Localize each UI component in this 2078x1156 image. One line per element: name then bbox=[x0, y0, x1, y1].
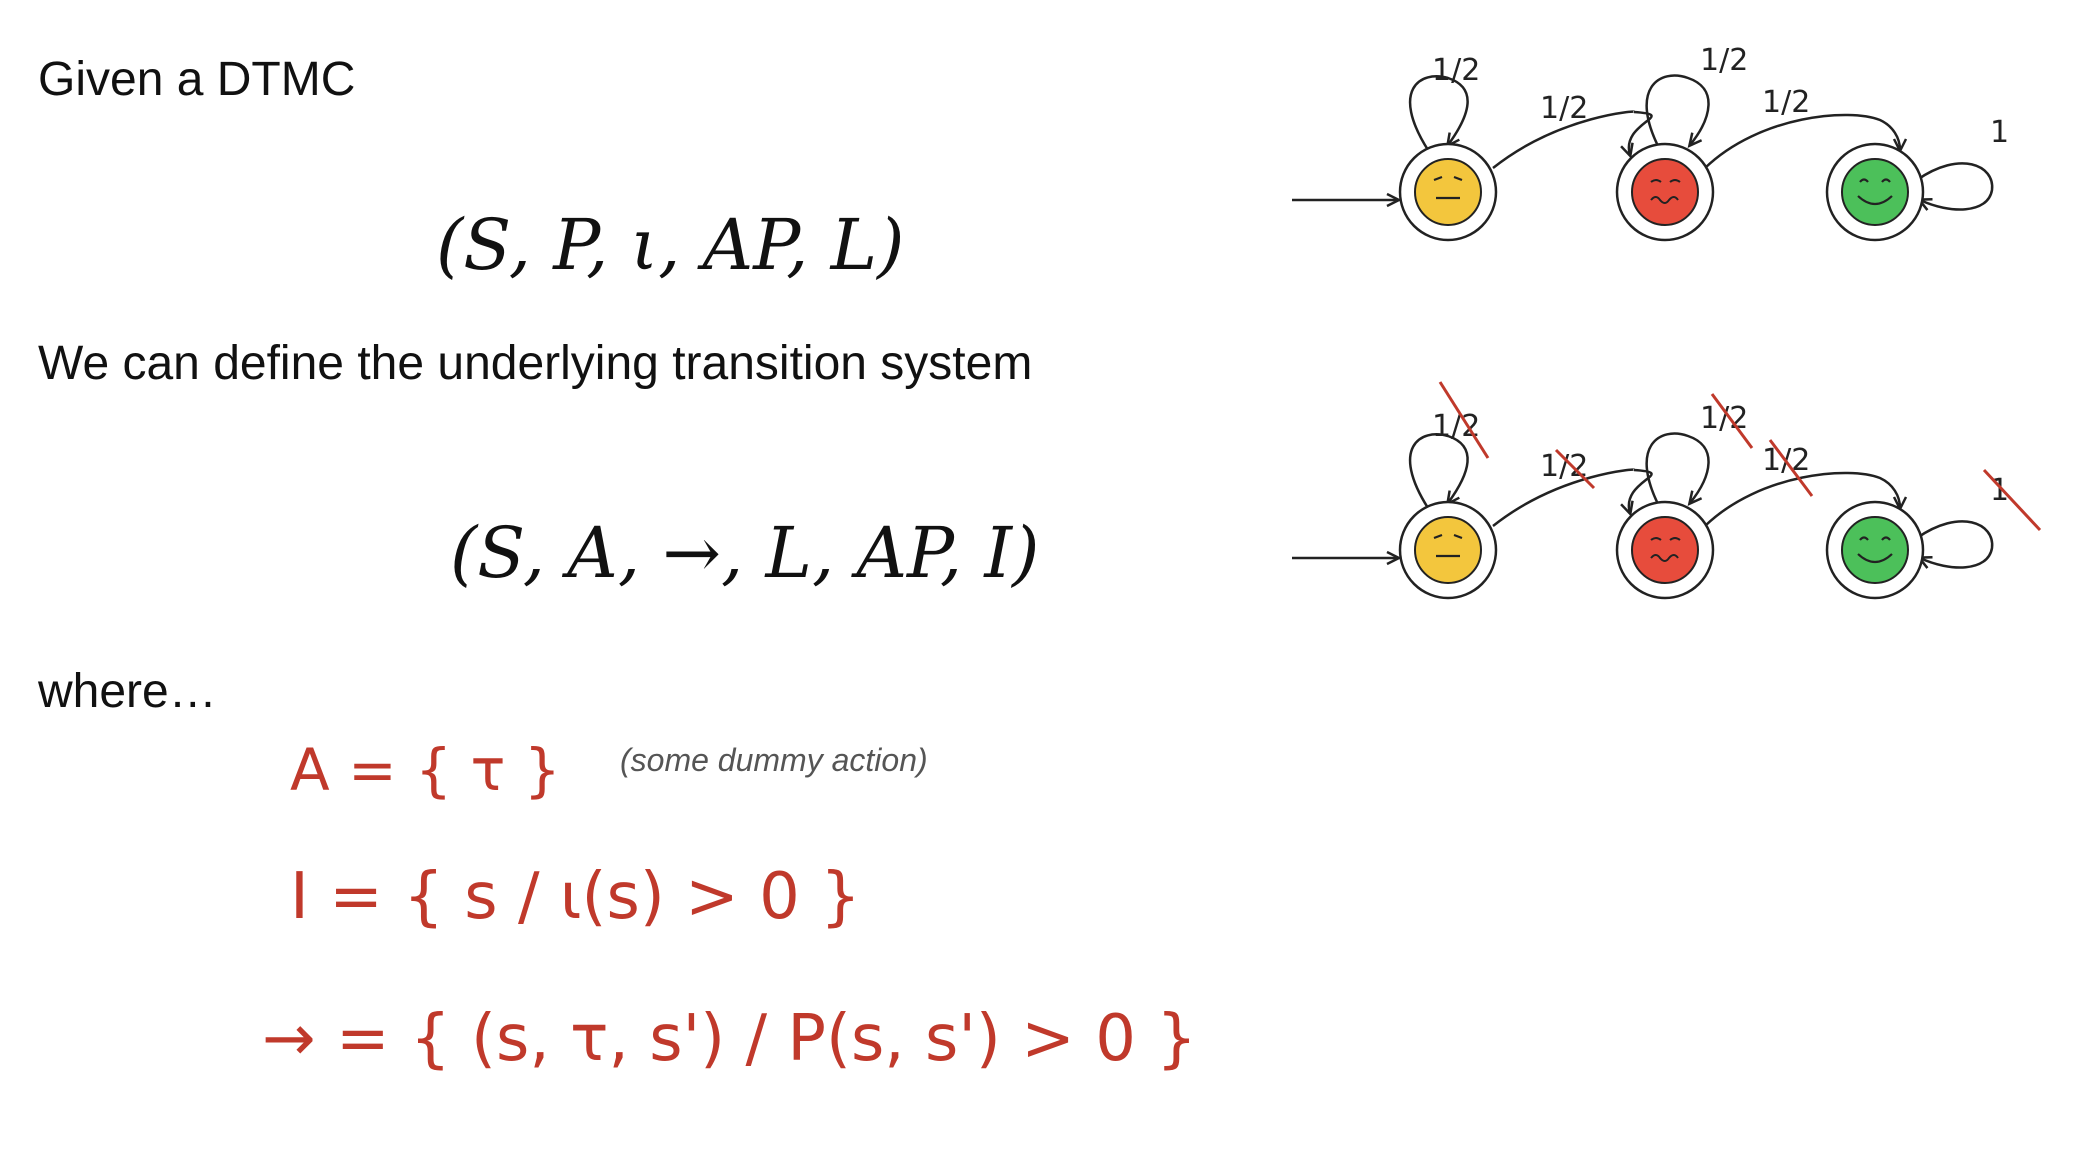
strike-edge-red-green bbox=[1768, 439, 1814, 497]
label-edge-yellow-red: 1/2 bbox=[1540, 91, 1588, 126]
state-green-bottom bbox=[1825, 500, 1925, 600]
edge-red-green bbox=[1704, 113, 1908, 169]
given-dtmc-text: Given a DTMC bbox=[38, 53, 356, 106]
edge-yellow-red bbox=[1492, 110, 1653, 169]
label-self-loop-yellow: 1/2 bbox=[1432, 53, 1480, 88]
transition-relation-definition: → = { (s, τ, s') / P(s, s') > 0 } bbox=[262, 1002, 1197, 1076]
ts-diagram-bottom bbox=[1292, 432, 1994, 569]
label-self-loop-red: 1/2 bbox=[1700, 43, 1748, 78]
strike-edge-yellow-red bbox=[1554, 448, 1596, 490]
action-set-definition: A = { τ } bbox=[290, 736, 561, 804]
self-loop-yellow bbox=[1408, 75, 1469, 151]
state-green-top bbox=[1825, 142, 1925, 242]
strike-self-loop-green bbox=[1982, 468, 2042, 532]
strike-self-loop-yellow bbox=[1438, 381, 1490, 459]
strike-throughs bbox=[1438, 381, 2042, 532]
ts-tuple: (S, A, →, L, AP, I) bbox=[450, 512, 1040, 594]
dtmc-diagram-top bbox=[1292, 74, 1994, 211]
state-red-bottom bbox=[1615, 500, 1715, 600]
define-ts-text: We can define the underlying transition … bbox=[38, 337, 1033, 390]
self-loop-yellow-ts bbox=[1408, 433, 1469, 509]
strike-self-loop-red bbox=[1710, 393, 1754, 449]
edge-yellow-red-ts bbox=[1492, 468, 1653, 527]
state-red-top bbox=[1615, 142, 1715, 242]
label-self-loop-green: 1 bbox=[1990, 115, 2009, 150]
dummy-action-note: (some dummy action) bbox=[620, 742, 928, 778]
state-yellow-bottom bbox=[1398, 500, 1498, 600]
label-self-loop-yellow-ts: 1/2 bbox=[1432, 409, 1480, 444]
where-text: where… bbox=[38, 665, 217, 718]
self-loop-red-ts bbox=[1645, 432, 1710, 509]
state-yellow-top bbox=[1398, 142, 1498, 242]
self-loop-green-ts bbox=[1916, 520, 1994, 569]
self-loop-red bbox=[1645, 74, 1710, 151]
label-edge-yellow-red-ts: 1/2 bbox=[1540, 449, 1588, 484]
dtmc-tuple: (S, P, ι, AP, L) bbox=[436, 204, 905, 286]
edge-red-green-ts bbox=[1704, 471, 1908, 527]
self-loop-green bbox=[1916, 162, 1994, 211]
initial-set-definition: I = { s / ι(s) > 0 } bbox=[290, 860, 861, 934]
label-edge-red-green: 1/2 bbox=[1762, 85, 1810, 120]
